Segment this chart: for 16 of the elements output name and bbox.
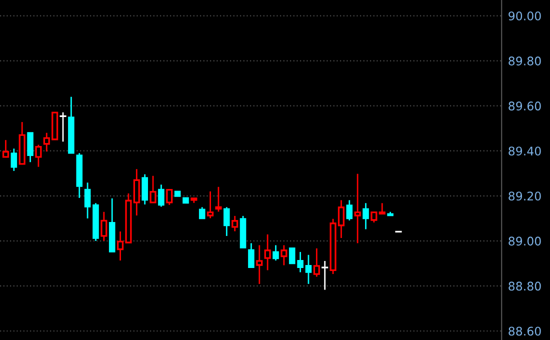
- y-tick-label: 89.20: [508, 192, 541, 201]
- y-tick-label: 89.80: [508, 56, 541, 66]
- candlestick: [280, 244, 288, 266]
- candlestick: [305, 254, 312, 285]
- candlestick: [256, 244, 263, 285]
- candlestick: [354, 173, 361, 244]
- y-tick-label: 89.40: [508, 146, 541, 156]
- candlestick: [322, 260, 328, 290]
- candlestick: [224, 206, 230, 237]
- y-tick-label: 90.00: [508, 11, 541, 20]
- y-tick-label: 89.60: [508, 102, 541, 110]
- y-tick-label: 88.80: [508, 282, 541, 291]
- candlestick: [264, 234, 271, 271]
- y-tick-label: 88.60: [508, 326, 541, 336]
- candlestick: [362, 202, 369, 230]
- y-tick-label: 89.00: [508, 236, 541, 246]
